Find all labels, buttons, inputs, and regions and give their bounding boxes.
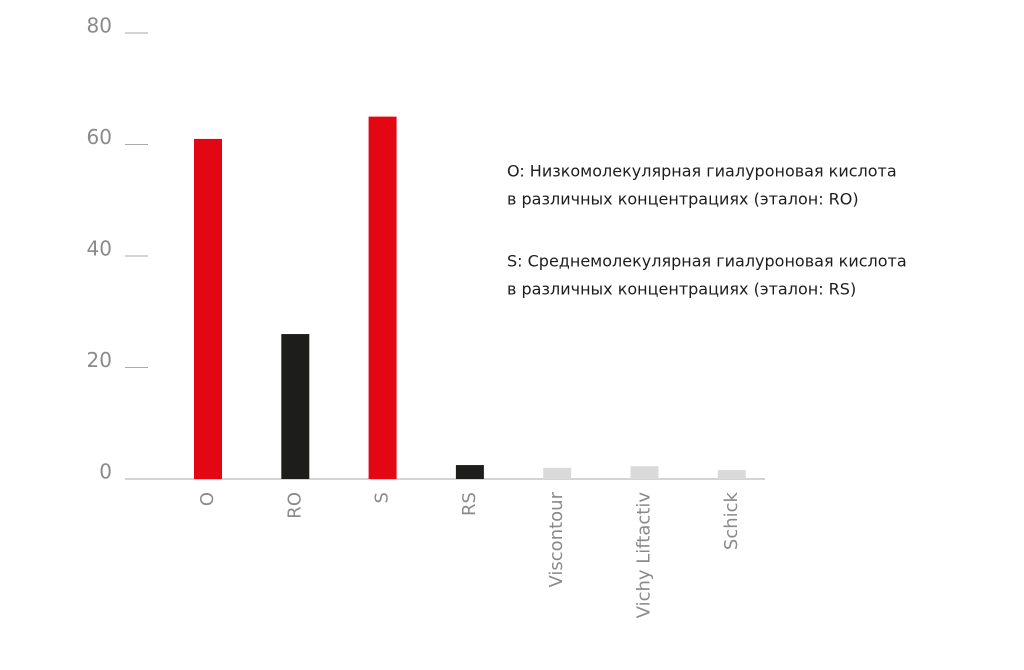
legend-note: S: Среднемолекулярная гиалуроновая кисло… <box>507 252 907 271</box>
x-tick-label: Viscontour <box>546 491 567 587</box>
y-tick-label: 40 <box>87 237 112 261</box>
x-tick-label: O <box>197 492 218 506</box>
x-tick-label: RO <box>284 492 305 519</box>
bar <box>455 465 484 479</box>
bar <box>630 466 659 479</box>
bar <box>194 138 222 480</box>
y-tick-label: 20 <box>87 348 112 372</box>
x-tick-label: Schick <box>721 491 742 550</box>
x-tick-label: Vichy Liftactiv <box>634 492 655 619</box>
bar <box>281 334 310 479</box>
y-tick-label: 60 <box>87 125 112 149</box>
x-tick-label: S <box>372 492 393 503</box>
bar <box>368 116 397 479</box>
legend-note: в различных концентрациях (эталон: RO) <box>507 190 859 209</box>
bar <box>543 467 572 479</box>
legend-note: в различных концентрациях (эталон: RS) <box>507 280 856 299</box>
bar <box>717 470 746 479</box>
legend-note: O: Низкомолекулярная гиалуроновая кислот… <box>507 162 897 181</box>
x-tick-label: RS <box>459 492 480 516</box>
y-tick-label: 0 <box>99 460 112 484</box>
y-tick-label: 80 <box>87 14 112 38</box>
